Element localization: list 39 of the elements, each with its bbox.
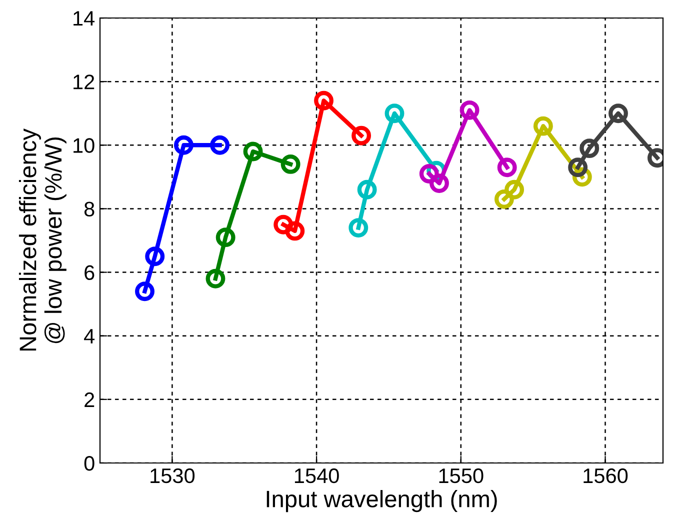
y-tick-label: 2 <box>84 392 94 407</box>
y-tick-label: 12 <box>74 74 94 90</box>
point <box>216 228 236 248</box>
point <box>497 158 517 178</box>
y-tick-label: 14 <box>74 11 95 26</box>
y-tick-label: 6 <box>84 265 94 280</box>
y-axis-title: Normalized efficiency @ low power (%/W) <box>18 128 66 351</box>
point <box>357 180 377 200</box>
point <box>135 282 154 302</box>
point <box>460 100 480 120</box>
y-tick-label: 10 <box>74 138 94 153</box>
x-tick-label: 1560 <box>584 468 628 484</box>
point <box>430 174 449 194</box>
point <box>280 154 300 174</box>
point <box>494 189 514 209</box>
point <box>384 104 404 124</box>
x-tick-label: 1530 <box>150 468 195 484</box>
point <box>504 180 524 200</box>
y-tick-label: 4 <box>84 329 95 344</box>
point <box>568 158 588 178</box>
point <box>145 246 165 266</box>
point <box>419 164 439 184</box>
point <box>210 135 230 155</box>
x-axis-title: Input wavelength (nm) <box>266 490 497 512</box>
point <box>533 116 553 136</box>
point <box>274 214 294 234</box>
point <box>285 221 305 241</box>
point <box>243 142 263 162</box>
x-tick-label: 1540 <box>294 468 339 484</box>
x-tick-label: 1550 <box>439 468 484 484</box>
y-tick-label: 0 <box>84 456 94 471</box>
point <box>206 268 226 288</box>
point <box>314 90 334 110</box>
point <box>580 138 600 158</box>
point <box>352 126 372 146</box>
point <box>348 218 368 238</box>
y-tick-label: 8 <box>84 202 94 216</box>
point <box>608 104 628 124</box>
point <box>174 135 194 155</box>
